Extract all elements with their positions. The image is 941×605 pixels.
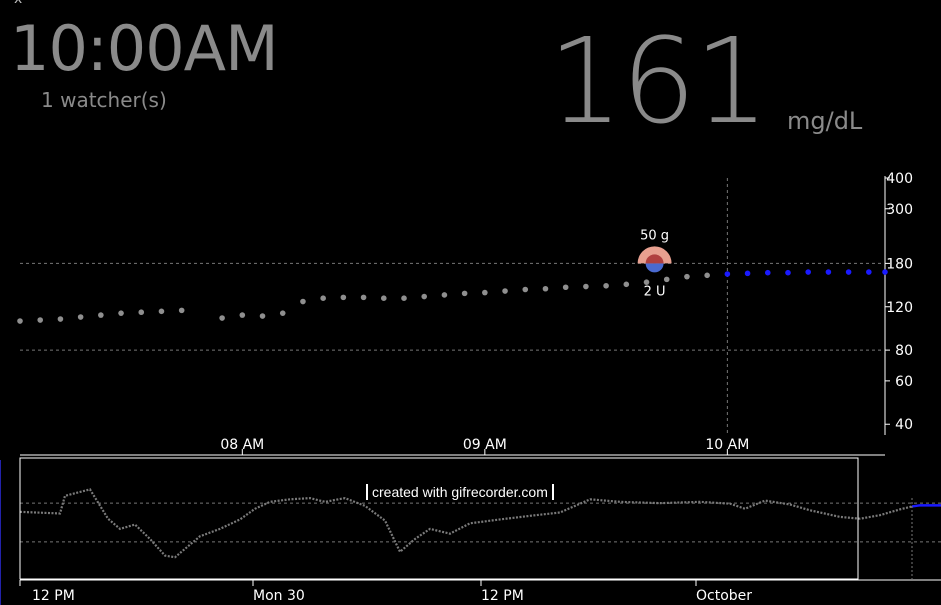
x-tick-label-2: 10 AM	[705, 437, 749, 453]
glucose-point	[259, 313, 266, 319]
glucose-point	[603, 282, 609, 289]
watcher-count: 1 watcher(s)	[41, 88, 167, 112]
watermark-text: created with gifrecorder.com	[372, 484, 548, 500]
watermark-bar-right	[551, 484, 554, 500]
y-tick-label-120: 120	[886, 300, 913, 316]
glucose-point	[623, 281, 630, 288]
nav-x-tick-label-1: Mon 30	[253, 588, 305, 604]
glucose-point	[380, 295, 387, 301]
y-tick-label-400: 400	[886, 171, 913, 187]
carb-label: 50 g	[640, 228, 669, 243]
glucose-point	[37, 317, 44, 323]
nav-x-tick-label-3: October	[696, 588, 752, 604]
y-tick-label-300: 300	[886, 202, 913, 218]
close-icon[interactable]: x	[14, 0, 22, 7]
forecast-point	[882, 269, 888, 275]
watermark-bar-left	[366, 484, 368, 500]
treatment-marker-center	[645, 254, 664, 264]
forecast-point	[825, 269, 832, 275]
y-tick-label-40: 40	[895, 417, 913, 433]
glucose-point	[684, 273, 690, 280]
glucose-point	[340, 294, 347, 301]
forecast-point	[724, 271, 731, 277]
y-tick-label-60: 60	[895, 374, 913, 390]
forecast-point	[764, 269, 771, 276]
glucose-point	[57, 316, 64, 322]
glucose-point	[219, 315, 225, 321]
nav-x-tick-label-2: 12 PM	[481, 588, 524, 604]
nav-forecast-line	[911, 504, 941, 508]
x-tick-label-1: 09 AM	[463, 437, 507, 453]
glucose-point	[300, 298, 306, 305]
glucose-point	[77, 314, 84, 320]
glucose-point	[583, 283, 589, 290]
glucose-units: mg/dL	[787, 107, 863, 135]
nav-x-tick-label-0: 12 PM	[32, 588, 75, 604]
forecast-point	[744, 270, 751, 277]
glucose-point	[118, 310, 124, 316]
glucose-point	[421, 293, 428, 300]
glucose-point	[461, 290, 468, 297]
glucose-point	[138, 309, 145, 316]
watermark: created with gifrecorder.com	[362, 484, 558, 500]
x-tick-label-0: 08 AM	[220, 437, 264, 453]
forecast-point	[866, 269, 872, 275]
glucose-point	[542, 285, 549, 292]
current-time: 10:00AM	[10, 12, 279, 85]
glucose-point	[663, 276, 670, 283]
glucose-point	[522, 286, 529, 293]
y-tick-label-180: 180	[886, 256, 913, 272]
insulin-label: 2 U	[644, 284, 666, 299]
glucose-point	[441, 292, 448, 298]
glucose-point	[562, 284, 569, 291]
glucose-point	[320, 295, 326, 301]
glucose-point	[643, 279, 650, 285]
glucose-point	[502, 288, 508, 294]
nav-brush-selection	[19, 457, 859, 580]
glucose-point	[401, 295, 407, 301]
glucose-point	[239, 312, 246, 318]
y-tick-label-80: 80	[895, 343, 913, 359]
forecast-point	[785, 269, 791, 276]
glucose-point	[360, 294, 367, 301]
glucose-point	[704, 272, 710, 279]
glucose-point	[482, 289, 488, 296]
forecast-point	[845, 269, 852, 275]
glucose-point	[17, 318, 23, 324]
glucose-point	[158, 308, 165, 315]
insulin-treatment-marker	[645, 263, 664, 273]
forecast-point	[805, 269, 812, 275]
glucose-point	[178, 307, 185, 314]
current-glucose-value: 161	[548, 12, 769, 150]
glucose-point	[279, 310, 286, 316]
glucose-point	[98, 312, 104, 318]
